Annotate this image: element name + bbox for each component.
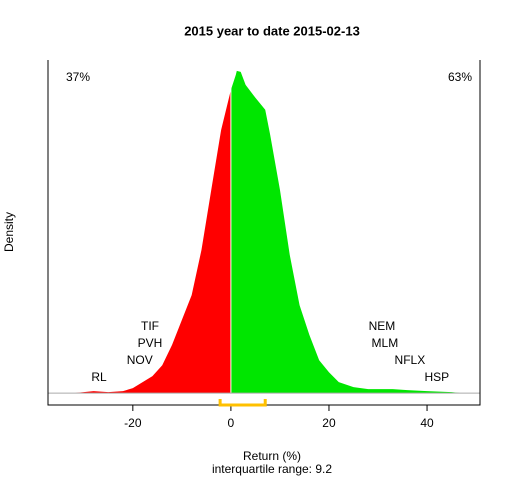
subtitle: interquartile range: 9.2: [212, 462, 332, 476]
ticker-label: NFLX: [395, 353, 426, 367]
x-tick-label: 40: [420, 416, 434, 430]
ticker-label: HSP: [425, 370, 450, 384]
share-label: 37%: [66, 70, 90, 84]
chart-title: 2015 year to date 2015-02-13: [184, 23, 360, 38]
density-area: [73, 89, 231, 394]
x-tick-label: -20: [124, 416, 142, 430]
ticker-label: RL: [91, 370, 107, 384]
ticker-label: PVH: [138, 336, 163, 350]
ticker-label: MLM: [372, 336, 399, 350]
density-area: [230, 70, 462, 394]
y-axis-label: Density: [2, 212, 16, 252]
ticker-label: NOV: [127, 353, 153, 367]
x-tick-label: 20: [322, 416, 336, 430]
ticker-label: TIF: [141, 319, 159, 333]
share-label: 63%: [448, 70, 472, 84]
x-tick-label: 0: [228, 416, 235, 430]
ticker-label: NEM: [369, 319, 396, 333]
x-axis-label: Return (%): [243, 449, 301, 463]
iqr-bracket: [218, 399, 267, 407]
